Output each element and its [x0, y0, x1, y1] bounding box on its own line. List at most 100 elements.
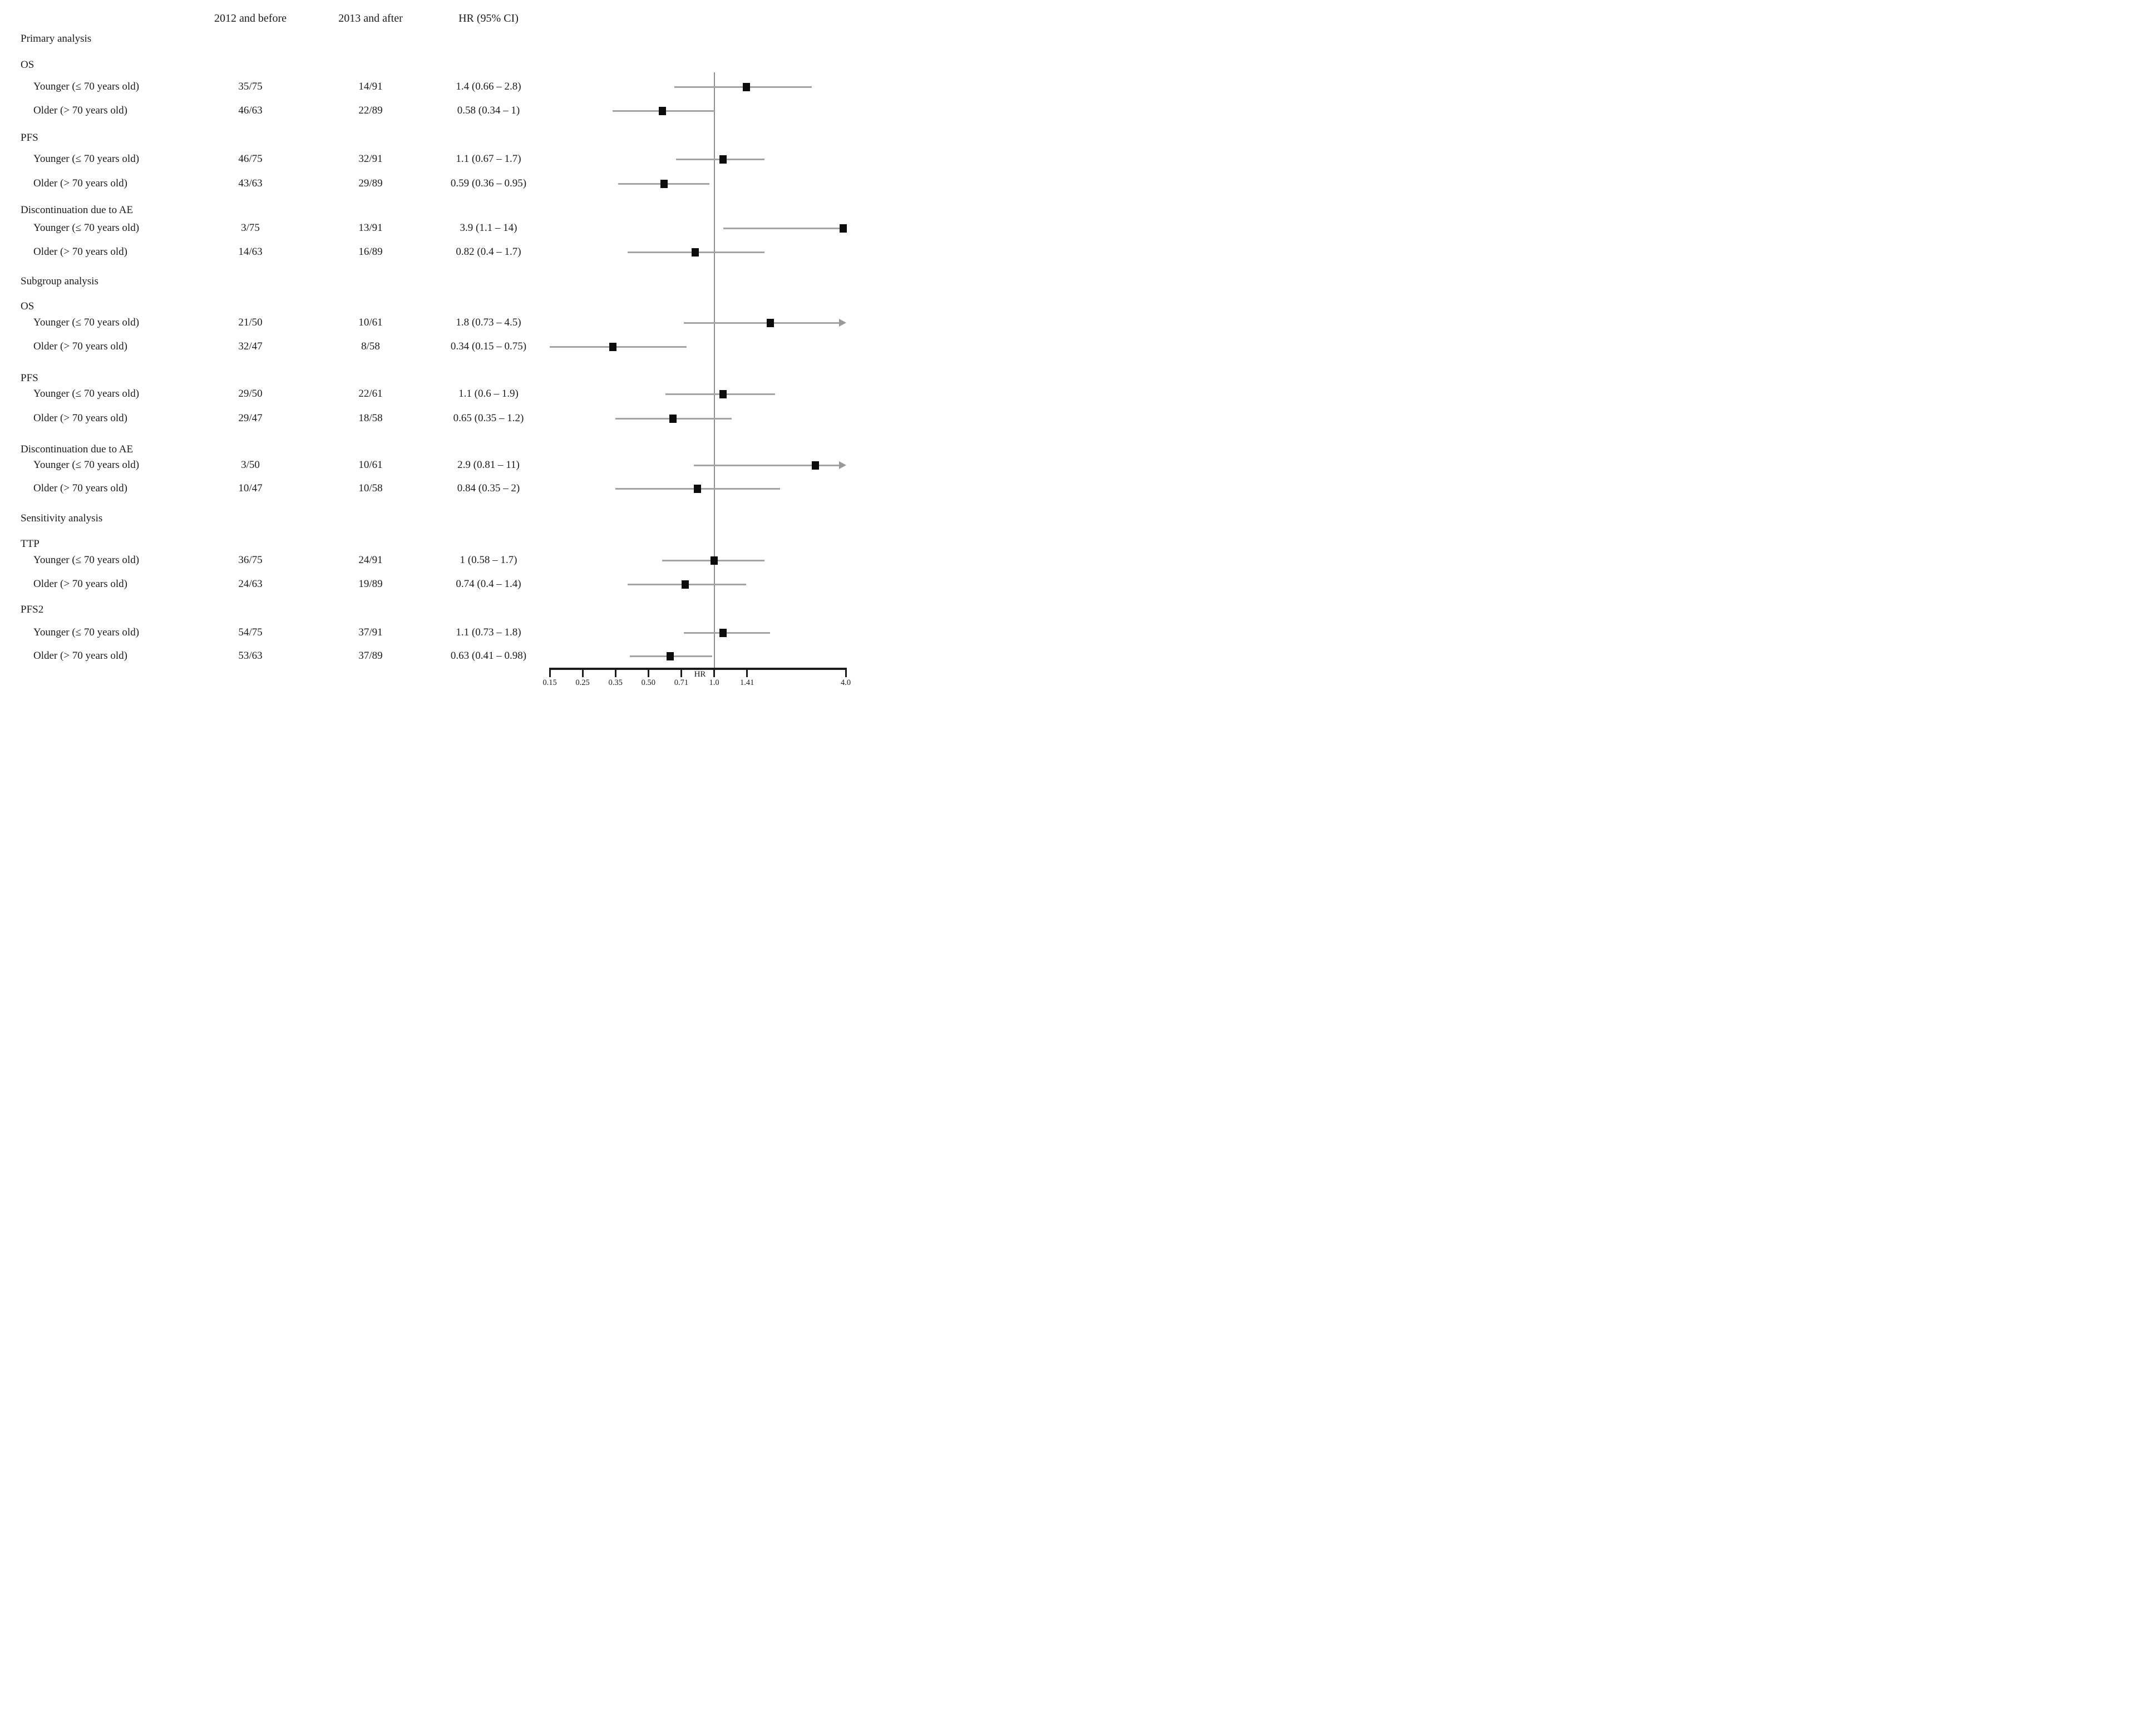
axis-tick-label: 0.50 — [641, 678, 656, 687]
hr-ci-text: 1.1 (0.6 – 1.9) — [458, 388, 519, 400]
section-row: Primary analysis — [0, 32, 860, 46]
section-label: Subgroup analysis — [21, 275, 98, 287]
events-2013-and-after: 18/58 — [358, 412, 383, 424]
events-2013-and-after: 10/61 — [358, 459, 383, 471]
axis-tick-label: 4.0 — [840, 678, 851, 687]
hr-ci-text: 1.1 (0.67 – 1.7) — [456, 153, 521, 165]
hr-point-marker — [811, 461, 819, 470]
events-2012-and-before: 29/47 — [238, 412, 263, 424]
outcome-label: PFS — [21, 372, 38, 384]
hr-ci-text: 1.4 (0.66 – 2.8) — [456, 81, 521, 92]
axis-tick-label: 1.0 — [709, 678, 719, 687]
events-2013-and-after: 16/89 — [358, 246, 383, 258]
events-2012-and-before: 46/75 — [238, 153, 263, 165]
table-row: Older (> 70 years old) 24/63 19/89 0.74 (0.… — [0, 577, 860, 591]
axis-tick-label: 0.71 — [674, 678, 689, 687]
subgroup-label: Younger (≤ 70 years old) — [33, 222, 140, 234]
outcome-label: PFS2 — [21, 604, 44, 615]
axis-tick — [845, 670, 847, 677]
hr-point-marker — [711, 556, 718, 565]
table-row: Older (> 70 years old) 29/47 18/58 0.65 (0.… — [0, 411, 860, 426]
hr-point-marker — [660, 179, 668, 188]
subgroup-label: Older (> 70 years old) — [33, 412, 127, 424]
events-2012-and-before: 36/75 — [238, 554, 263, 566]
events-2013-and-after: 32/91 — [358, 153, 383, 165]
events-2012-and-before: 24/63 — [238, 578, 263, 590]
events-2013-and-after: 13/91 — [358, 222, 383, 234]
events-2012-and-before: 43/63 — [238, 177, 263, 189]
subgroup-label: Older (> 70 years old) — [33, 246, 127, 258]
axis-tick-label: 1.41 — [739, 678, 754, 687]
table-row: Younger (≤ 70 years old) 3/50 10/61 2.9 (0.… — [0, 458, 860, 472]
table-row: Younger (≤ 70 years old) 29/50 22/61 1.1 (0… — [0, 387, 860, 401]
subgroup-label: Older (> 70 years old) — [33, 650, 127, 662]
events-2012-and-before: 10/47 — [238, 482, 263, 494]
hr-ci-text: 3.9 (1.1 – 14) — [460, 222, 517, 234]
events-2012-and-before: 32/47 — [238, 341, 263, 352]
hr-point-marker — [719, 628, 727, 637]
axis-tick-label: 0.35 — [608, 678, 623, 687]
table-row: Older (> 70 years old) 53/63 37/89 0.63 (0.… — [0, 649, 860, 663]
table-row: Older (> 70 years old) 46/63 22/89 0.58 (0.… — [0, 103, 860, 118]
hr-ci-text: 1.8 (0.73 – 4.5) — [456, 317, 521, 328]
events-2013-and-after: 37/91 — [358, 627, 383, 638]
hr-ci-text: 0.82 (0.4 – 1.7) — [456, 246, 521, 258]
outcome-label: OS — [21, 300, 34, 312]
subgroup-label: Younger (≤ 70 years old) — [33, 153, 140, 165]
axis-tick-label: 0.25 — [575, 678, 590, 687]
section-row: Subgroup analysis — [0, 274, 860, 289]
outcome-label: Discontinuation due to AE — [21, 204, 134, 216]
hr-point-marker — [658, 106, 666, 115]
table-row: Older (> 70 years old) 43/63 29/89 0.59 (0.… — [0, 176, 860, 191]
hr-ci-text: 0.74 (0.4 – 1.4) — [456, 578, 521, 590]
events-2012-and-before: 29/50 — [238, 388, 263, 400]
events-2013-and-after: 24/91 — [358, 554, 383, 566]
hr-ci-text: 0.63 (0.41 – 0.98) — [450, 650, 527, 662]
events-2012-and-before: 46/63 — [238, 105, 263, 116]
outcome-row: TTP — [0, 537, 860, 551]
hr-point-marker — [666, 652, 674, 660]
events-2013-and-after: 10/61 — [358, 317, 383, 328]
ci-arrow-right-icon — [839, 461, 846, 469]
outcome-row: PFS — [0, 131, 860, 145]
subgroup-label: Younger (≤ 70 years old) — [33, 627, 140, 638]
events-2013-and-after: 14/91 — [358, 81, 383, 92]
forest-plot-figure: 2012 and before 2013 and after HR (95% C… — [0, 0, 860, 697]
hr-point-marker — [682, 580, 689, 589]
hr-point-marker — [719, 389, 727, 398]
events-2012-and-before: 54/75 — [238, 627, 263, 638]
hr-point-marker — [693, 484, 701, 493]
hr-point-marker — [766, 318, 774, 327]
outcome-row: PFS2 — [0, 603, 860, 617]
outcome-row: OS — [0, 58, 860, 72]
outcome-label: OS — [21, 59, 34, 71]
section-label: Sensitivity analysis — [21, 512, 103, 524]
column-header-hr-ci: HR (95% CI) — [458, 12, 519, 24]
axis-tick — [614, 670, 616, 677]
axis-tick — [746, 670, 748, 677]
subgroup-label: Younger (≤ 70 years old) — [33, 554, 140, 566]
ci-line — [723, 227, 846, 229]
outcome-row: OS — [0, 299, 860, 314]
subgroup-label: Younger (≤ 70 years old) — [33, 81, 140, 92]
ci-line — [684, 632, 771, 634]
hr-ci-text: 0.58 (0.34 – 1) — [457, 105, 520, 116]
subgroup-label: Younger (≤ 70 years old) — [33, 388, 140, 400]
axis-tick — [680, 670, 682, 677]
outcome-label: PFS — [21, 132, 38, 144]
section-row: Sensitivity analysis — [0, 511, 860, 526]
events-2013-and-after: 37/89 — [358, 650, 383, 662]
subgroup-label: Older (> 70 years old) — [33, 482, 127, 494]
axis-tick — [713, 670, 716, 677]
hr-axis-line — [549, 668, 847, 670]
hr-ci-text: 0.84 (0.35 – 2) — [457, 482, 520, 494]
ci-line — [694, 464, 839, 466]
subgroup-label: Older (> 70 years old) — [33, 578, 127, 590]
subgroup-label: Older (> 70 years old) — [33, 177, 127, 189]
table-row: Older (> 70 years old) 14/63 16/89 0.82 (0.… — [0, 245, 860, 259]
subgroup-label: Older (> 70 years old) — [33, 105, 127, 116]
events-2012-and-before: 3/75 — [241, 222, 260, 234]
table-row: Younger (≤ 70 years old) 36/75 24/91 1 (0.5… — [0, 553, 860, 568]
events-2012-and-before: 53/63 — [238, 650, 263, 662]
hr-ci-text: 0.34 (0.15 – 0.75) — [450, 341, 527, 352]
